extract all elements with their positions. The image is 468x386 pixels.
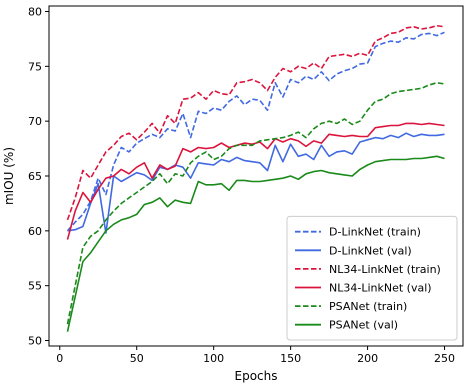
series-line-4	[66, 122, 445, 240]
series-line-5	[66, 82, 445, 325]
y-axis-ticks: 50 55 60 65 70 75 80	[28, 5, 49, 348]
legend-label-6: PSANet (val)	[329, 319, 398, 332]
x-tick-label: 0	[56, 352, 63, 365]
legend-label-1: D-LinkNet (train)	[329, 226, 421, 239]
y-tick-label: 65	[28, 170, 42, 183]
y-tick-label: 50	[28, 335, 42, 348]
y-tick-label: 80	[28, 5, 42, 18]
y-tick-label: 75	[28, 60, 42, 73]
x-tick-label: 150	[280, 352, 301, 365]
legend-label-2: D-LinkNet (val)	[329, 244, 412, 257]
series-line-6	[66, 155, 445, 332]
x-tick-label: 100	[203, 352, 224, 365]
series-line-2	[67, 132, 445, 234]
series-line-1	[66, 31, 445, 232]
x-tick-label: 200	[357, 352, 378, 365]
x-tick-label: 50	[130, 352, 144, 365]
legend: D-LinkNet (train) D-LinkNet (val) NL34-Lin…	[286, 215, 458, 341]
legend-label-5: PSANet (train)	[329, 300, 407, 313]
y-tick-label: 55	[28, 280, 42, 293]
y-axis-label: mIOU (%)	[2, 147, 16, 205]
legend-label-3: NL34-LinkNet (train)	[329, 263, 441, 276]
x-axis-ticks: 0 50 100 150 200 250	[56, 346, 455, 365]
legend-label-4: NL34-LinkNet (val)	[329, 282, 432, 295]
series-layer	[66, 24, 445, 332]
y-tick-label: 70	[28, 115, 42, 128]
x-axis-label: Epochs	[235, 369, 278, 383]
x-tick-label: 250	[434, 352, 455, 365]
series-line-3	[66, 24, 445, 221]
legend-box	[286, 215, 458, 341]
y-tick-label: 60	[28, 225, 42, 238]
